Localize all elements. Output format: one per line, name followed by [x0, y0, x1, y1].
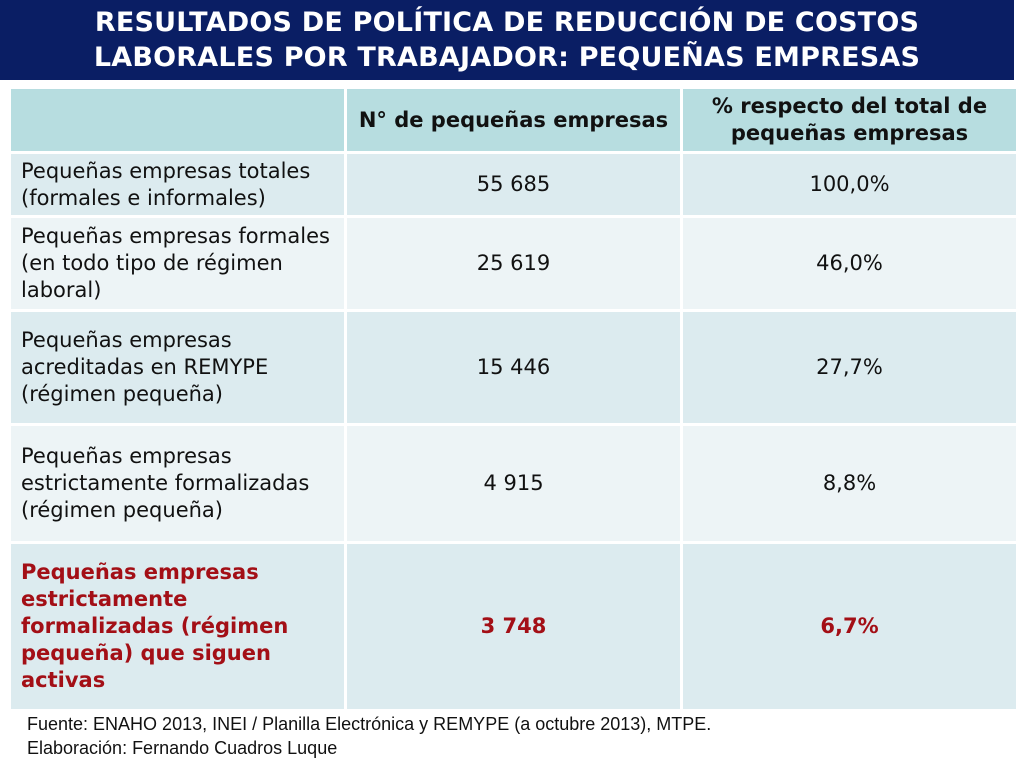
results-table-container: N° de pequeñas empresas % respecto del t…: [8, 86, 1019, 712]
table-row: Pequeñas empresas totales (formales e in…: [8, 151, 1019, 218]
header-count: N° de pequeñas empresas: [344, 86, 683, 154]
table-row: Pequeñas empresas estrictamente formaliz…: [8, 423, 1019, 544]
row-percent: 46,0%: [680, 215, 1019, 312]
row-percent: 8,8%: [680, 423, 1019, 544]
row-percent: 100,0%: [680, 151, 1019, 218]
row-count: 55 685: [344, 151, 683, 218]
slide-title-line-1: RESULTADOS DE POLÍTICA DE REDUCCIÓN DE C…: [94, 7, 920, 38]
row-percent: 27,7%: [680, 309, 1019, 426]
row-label: Pequeñas empresas acreditadas en REMYPE …: [8, 309, 347, 426]
row-count: 15 446: [344, 309, 683, 426]
slide-title: RESULTADOS DE POLÍTICA DE REDUCCIÓN DE C…: [0, 0, 1014, 80]
table-header-row: N° de pequeñas empresas % respecto del t…: [8, 86, 1019, 154]
row-count: 25 619: [344, 215, 683, 312]
results-table: N° de pequeñas empresas % respecto del t…: [8, 86, 1019, 712]
author-text: Elaboración: Fernando Cuadros Luque: [27, 738, 338, 758]
source-note: Fuente: ENAHO 2013, INEI / Planilla Elec…: [27, 712, 711, 760]
row-label: Pequeñas empresas formales (en todo tipo…: [8, 215, 347, 312]
row-label: Pequeñas empresas totales (formales e in…: [8, 151, 347, 218]
row-label: Pequeñas empresas estrictamente formaliz…: [8, 423, 347, 544]
source-text: Fuente: ENAHO 2013, INEI / Planilla Elec…: [27, 714, 712, 734]
table-row-highlighted: Pequeñas empresas estrictamente formaliz…: [8, 541, 1019, 712]
slide-title-line-2: LABORALES POR TRABAJADOR: PEQUEÑAS EMPRE…: [93, 42, 921, 73]
table-row: Pequeñas empresas formales (en todo tipo…: [8, 215, 1019, 312]
header-percent: % respecto del total de pequeñas empresa…: [680, 86, 1019, 154]
header-empty: [8, 86, 347, 154]
row-label: Pequeñas empresas estrictamente formaliz…: [8, 541, 347, 712]
row-count: 3 748: [344, 541, 683, 712]
table-row: Pequeñas empresas acreditadas en REMYPE …: [8, 309, 1019, 426]
row-count: 4 915: [344, 423, 683, 544]
row-percent: 6,7%: [680, 541, 1019, 712]
